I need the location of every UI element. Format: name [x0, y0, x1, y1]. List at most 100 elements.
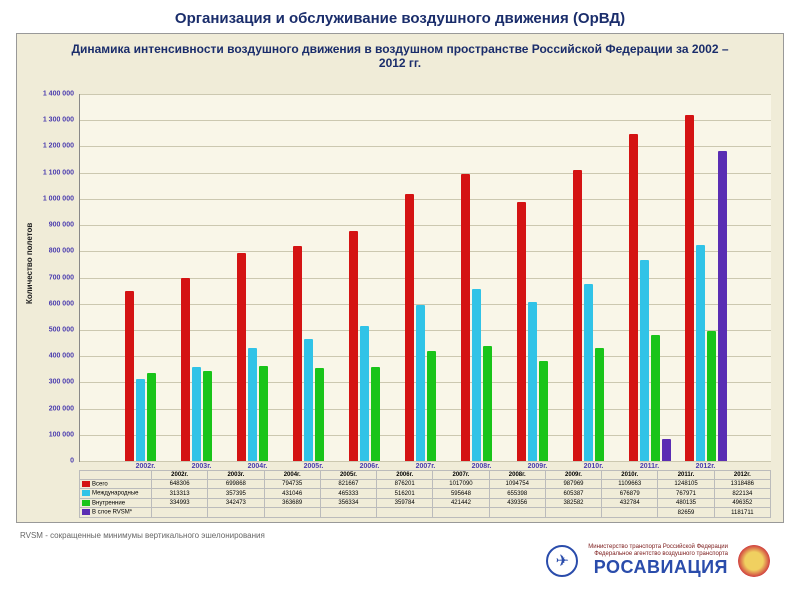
legend-row-intl: Международные: [80, 489, 152, 499]
y-tick: 100 000: [24, 431, 74, 438]
legend-col-header: 2009г.: [545, 470, 601, 479]
legend-col-header: 2012г.: [714, 470, 770, 479]
x-tick: 2007г.: [416, 461, 436, 470]
bar-intl: [584, 284, 593, 461]
legend-cell: 676879: [602, 489, 658, 499]
y-tick: 700 000: [24, 274, 74, 281]
legend-cell: 356334: [320, 498, 376, 508]
bar-dom: [595, 348, 604, 461]
y-tick: 1 400 000: [24, 91, 74, 98]
chart-subtitle: Динамика интенсивности воздушного движен…: [17, 34, 783, 72]
bar-intl: [472, 289, 481, 461]
legend-cell: [208, 508, 264, 518]
legend-cell: 421442: [433, 498, 489, 508]
bar-total: [517, 202, 526, 461]
legend-col-header: 2010г.: [602, 470, 658, 479]
legend-cell: [433, 508, 489, 518]
bar-total: [405, 194, 414, 461]
y-tick: 300 000: [24, 379, 74, 386]
legend-table: 2002г.2003г.2004г.2005г.2006г.2007г.2008…: [79, 470, 771, 518]
x-tick: 2012г.: [696, 461, 716, 470]
legend-cell: 357395: [208, 489, 264, 499]
bar-dom: [651, 335, 660, 461]
footnote: RVSM - сокращенные минимумы вертикальног…: [0, 527, 800, 544]
bar-dom: [147, 373, 156, 461]
brand-line2: Федеральное агентство воздушного транспо…: [588, 551, 728, 558]
bar-intl: [528, 302, 537, 461]
legend-cell: 313313: [152, 489, 208, 499]
bar-intl: [192, 367, 201, 461]
bar-intl: [136, 379, 145, 461]
legend-cell: 382582: [545, 498, 601, 508]
bar-total: [293, 246, 302, 461]
legend-cell: 699868: [208, 479, 264, 489]
legend-col-header: 2002г.: [152, 470, 208, 479]
legend-cell: [602, 508, 658, 518]
bar-total: [349, 231, 358, 461]
y-tick: 1 100 000: [24, 169, 74, 176]
legend-cell: [264, 508, 320, 518]
bar-intl: [640, 260, 649, 461]
bar-rvsm: [718, 151, 727, 461]
legend-cell: 1109663: [602, 479, 658, 489]
legend-col-header: 2007г.: [433, 470, 489, 479]
y-tick: 0: [24, 458, 74, 465]
legend-cell: 1318486: [714, 479, 770, 489]
legend-cell: 516201: [377, 489, 433, 499]
bar-total: [125, 291, 134, 461]
y-tick: 1 300 000: [24, 117, 74, 124]
legend-cell: 1181711: [714, 508, 770, 518]
bar-total: [237, 253, 246, 461]
bar-total: [461, 174, 470, 461]
bar-total: [573, 170, 582, 461]
x-tick: 2003г.: [192, 461, 212, 470]
legend-cell: 1248105: [658, 479, 714, 489]
x-tick: 2006г.: [360, 461, 380, 470]
x-tick: 2010г.: [584, 461, 604, 470]
bars-layer: 2002г.2003г.2004г.2005г.2006г.2007г.2008…: [80, 94, 771, 461]
legend-cell: 821667: [320, 479, 376, 489]
x-tick: 2002г.: [136, 461, 156, 470]
brand-line1: Министерство транспорта Российской Федер…: [588, 544, 728, 551]
legend-cell: 480135: [658, 498, 714, 508]
legend-cell: 876201: [377, 479, 433, 489]
legend-cell: 82659: [658, 508, 714, 518]
bar-dom: [707, 331, 716, 461]
legend-cell: 987969: [545, 479, 601, 489]
legend-col-header: 2004г.: [264, 470, 320, 479]
x-tick: 2009г.: [528, 461, 548, 470]
page-title: Организация и обслуживание воздушного дв…: [0, 0, 800, 33]
legend-cell: 1094754: [489, 479, 545, 489]
legend-cell: [320, 508, 376, 518]
x-tick: 2008г.: [472, 461, 492, 470]
legend-col-header: 2008г.: [489, 470, 545, 479]
legend-cell: 363689: [264, 498, 320, 508]
bar-total: [685, 115, 694, 461]
y-tick: 800 000: [24, 248, 74, 255]
x-tick: 2004г.: [248, 461, 268, 470]
legend-cell: 655398: [489, 489, 545, 499]
legend-cell: 822134: [714, 489, 770, 499]
legend-cell: [377, 508, 433, 518]
legend-cell: 432784: [602, 498, 658, 508]
legend-cell: [489, 508, 545, 518]
legend-cell: 465333: [320, 489, 376, 499]
legend-cell: 334993: [152, 498, 208, 508]
footer-brand: ✈ Министерство транспорта Российской Фед…: [0, 544, 800, 578]
plot-area: 2002г.2003г.2004г.2005г.2006г.2007г.2008…: [79, 94, 771, 462]
brand-name: РОСАВИАЦИЯ: [588, 557, 728, 578]
legend-row-dom: Внутренние: [80, 498, 152, 508]
bar-dom: [315, 368, 324, 461]
legend-cell: 794735: [264, 479, 320, 489]
legend-col-header: 2011г.: [658, 470, 714, 479]
legend-cell: 648306: [152, 479, 208, 489]
legend-cell: 1017090: [433, 479, 489, 489]
bar-dom: [259, 366, 268, 461]
legend-cell: 431046: [264, 489, 320, 499]
legend-cell: [545, 508, 601, 518]
x-tick: 2005г.: [304, 461, 324, 470]
legend-cell: 767971: [658, 489, 714, 499]
legend-cell: 342473: [208, 498, 264, 508]
bar-dom: [371, 367, 380, 461]
bar-dom: [427, 351, 436, 461]
